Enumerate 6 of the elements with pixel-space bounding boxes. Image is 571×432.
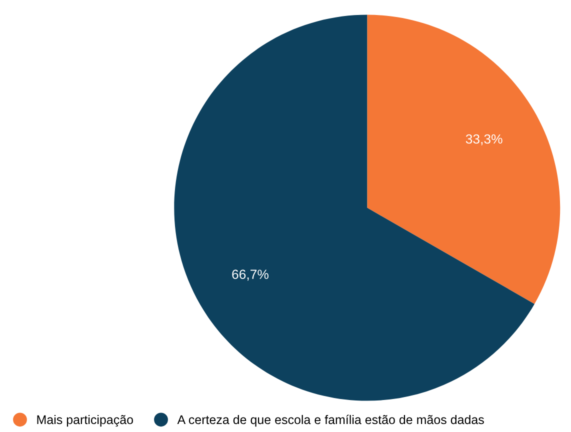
legend-label: Mais participação bbox=[37, 414, 133, 427]
pie-slice bbox=[367, 14, 560, 304]
pie-slice bbox=[174, 14, 534, 401]
data-label: 66,7% bbox=[232, 270, 268, 281]
data-label: 33,3% bbox=[466, 134, 502, 146]
legend-label: A certeza de que escola e família estão de mãos dadas bbox=[177, 414, 484, 427]
